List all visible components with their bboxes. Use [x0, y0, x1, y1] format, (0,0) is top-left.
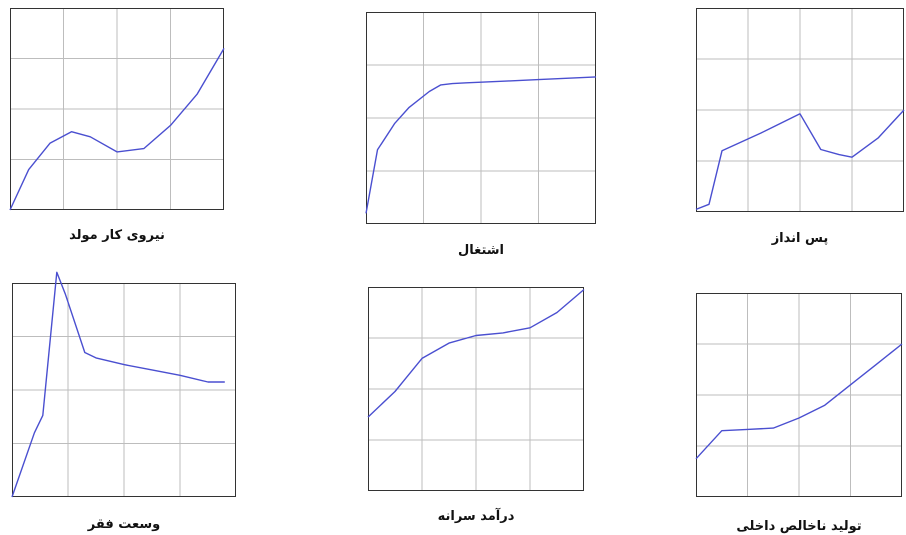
chart-plot-area: [695, 293, 903, 497]
data-point: [440, 84, 442, 86]
data-point: [798, 417, 800, 419]
data-point: [33, 432, 35, 434]
chart-caption: نیروی کار مولد: [69, 228, 165, 243]
data-point: [475, 334, 477, 336]
chart-caption: پس انداز: [771, 231, 829, 246]
data-point: [123, 363, 125, 365]
data-point: [207, 381, 209, 383]
data-point: [408, 106, 410, 108]
data-point: [695, 208, 697, 210]
series-line: [11, 271, 225, 498]
data-point: [595, 76, 597, 78]
data-point: [56, 271, 58, 273]
data-point: [708, 203, 710, 205]
data-point: [376, 149, 378, 151]
data-point: [502, 332, 504, 334]
data-point: [824, 404, 826, 406]
plot-frame: [696, 293, 902, 497]
data-point: [746, 428, 748, 430]
data-point: [116, 151, 118, 153]
data-point: [583, 288, 585, 290]
data-point: [556, 311, 558, 313]
data-point: [84, 351, 86, 353]
chart-plot-area: [9, 8, 225, 211]
series-line: [695, 109, 905, 211]
data-point: [421, 357, 423, 359]
series-line: [365, 76, 597, 214]
series-line: [367, 288, 585, 418]
data-point: [42, 414, 44, 416]
data-point: [451, 82, 453, 84]
data-point: [838, 153, 840, 155]
series-line: [695, 343, 903, 460]
chart-plot-area: [695, 8, 905, 212]
series-line: [9, 48, 225, 211]
data-point: [49, 142, 51, 144]
data-point: [394, 390, 396, 392]
data-point: [64, 293, 66, 295]
data-point: [695, 458, 697, 460]
plot-frame: [10, 8, 224, 210]
data-point: [28, 168, 30, 170]
data-point: [903, 109, 905, 111]
data-point: [772, 427, 774, 429]
data-point: [394, 122, 396, 124]
data-point: [901, 343, 903, 345]
data-point: [224, 381, 226, 383]
data-point: [480, 81, 482, 83]
chart-plot-area: [365, 12, 597, 224]
data-point: [849, 384, 851, 386]
data-point: [151, 369, 153, 371]
data-point: [11, 496, 13, 498]
data-point: [820, 148, 822, 150]
data-point: [509, 80, 511, 82]
data-point: [721, 430, 723, 432]
chart-plot-area: [11, 271, 236, 498]
plot-frame: [12, 283, 236, 497]
chart-plot-area: [367, 287, 585, 491]
data-point: [196, 93, 198, 95]
data-point: [448, 342, 450, 344]
data-point: [851, 156, 853, 158]
data-point: [760, 132, 762, 134]
plot-frame: [368, 287, 584, 491]
data-point: [70, 131, 72, 133]
data-point: [179, 374, 181, 376]
chart-caption: درآمد سرانه: [437, 509, 515, 524]
chart-caption: تولید ناخالص داخلی: [736, 519, 862, 534]
data-point: [169, 124, 171, 126]
data-point: [9, 209, 11, 211]
data-point: [365, 212, 367, 214]
data-point: [143, 147, 145, 149]
data-point: [875, 363, 877, 365]
plot-frame: [366, 12, 596, 224]
data-point: [465, 82, 467, 84]
data-point: [89, 136, 91, 138]
data-point: [95, 357, 97, 359]
data-point: [721, 150, 723, 152]
chart-caption: وسعت فقر: [87, 517, 161, 532]
data-point: [537, 78, 539, 80]
data-point: [367, 416, 369, 418]
data-point: [428, 90, 430, 92]
chart-caption: اشتغال: [457, 243, 505, 258]
data-point: [877, 137, 879, 139]
data-point: [223, 47, 225, 49]
data-point: [529, 327, 531, 329]
data-point: [799, 113, 801, 115]
